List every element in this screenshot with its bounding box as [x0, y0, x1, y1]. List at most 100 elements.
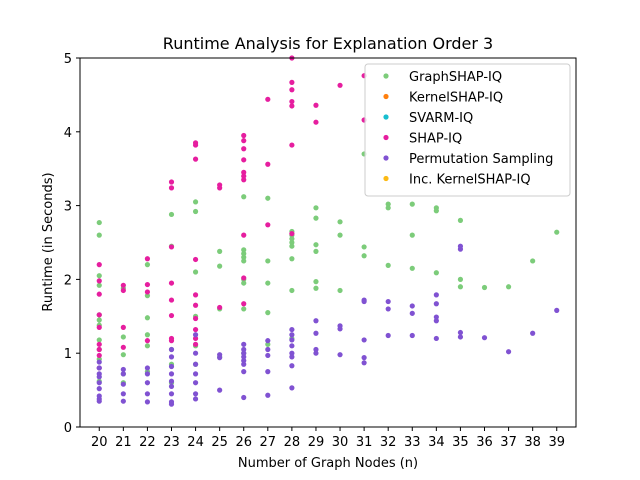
point-graphshap-iq [313, 242, 319, 248]
point-graphshap-iq [313, 205, 319, 211]
point-graphshap-iq [289, 239, 295, 246]
point-graphshap-iq [361, 253, 367, 259]
point-permutation-sampling [96, 386, 102, 392]
point-shap-iq [192, 256, 199, 263]
point-graphshap-iq [289, 287, 295, 294]
point-permutation-sampling [192, 350, 199, 356]
point-shap-iq [192, 335, 199, 342]
point-permutation-sampling [217, 387, 223, 393]
point-graphshap-iq [241, 194, 247, 200]
y-tick-label: 5 [64, 52, 72, 67]
legend-marker [383, 73, 389, 79]
point-permutation-sampling [481, 335, 488, 341]
point-graphshap-iq [385, 205, 391, 211]
point-graphshap-iq [313, 285, 319, 291]
point-shap-iq [289, 98, 295, 105]
point-shap-iq [289, 103, 295, 109]
x-tick-label: 21 [115, 435, 132, 450]
point-shap-iq [241, 177, 247, 183]
point-shap-iq [96, 341, 102, 347]
point-graphshap-iq [409, 201, 415, 207]
x-tick-label: 22 [139, 435, 156, 450]
point-shap-iq [192, 142, 199, 148]
point-shap-iq [241, 146, 247, 152]
point-permutation-sampling [530, 330, 536, 336]
point-shap-iq [265, 96, 271, 102]
point-graphshap-iq [313, 215, 319, 221]
x-tick-label: 32 [380, 435, 397, 450]
point-shap-iq [337, 82, 343, 88]
point-permutation-sampling [144, 391, 151, 397]
point-permutation-sampling [313, 330, 319, 336]
point-permutation-sampling [168, 363, 175, 370]
point-shap-iq [192, 326, 199, 333]
x-tick-label: 30 [332, 435, 349, 450]
point-shap-iq [168, 179, 175, 185]
point-graphshap-iq [409, 232, 415, 238]
x-tick-label: 31 [356, 435, 373, 450]
point-permutation-sampling [120, 391, 126, 397]
point-shap-iq [168, 185, 175, 191]
x-tick-label: 38 [524, 435, 541, 450]
point-permutation-sampling [120, 366, 126, 373]
point-permutation-sampling [241, 394, 247, 401]
point-graphshap-iq [96, 232, 102, 238]
point-shap-iq [241, 157, 247, 163]
point-shap-iq [217, 304, 223, 311]
chart-title: Runtime Analysis for Explanation Order 3 [163, 34, 493, 53]
point-graphshap-iq [337, 219, 343, 225]
point-permutation-sampling [96, 398, 102, 404]
point-shap-iq [120, 287, 126, 294]
points-layer [96, 55, 560, 407]
legend-box [364, 63, 571, 197]
x-tick-label: 28 [284, 435, 301, 450]
x-tick-label: 35 [452, 435, 469, 450]
point-permutation-sampling [505, 349, 512, 355]
point-permutation-sampling [433, 314, 439, 320]
point-shap-iq [241, 173, 247, 179]
point-graphshap-iq [385, 201, 391, 207]
point-permutation-sampling [192, 396, 199, 402]
legend-marker [383, 134, 389, 141]
point-shap-iq [96, 352, 102, 359]
point-graphshap-iq [265, 258, 271, 264]
point-permutation-sampling [289, 343, 295, 349]
point-permutation-sampling [361, 360, 367, 366]
point-permutation-sampling [241, 346, 247, 353]
legend-label: SVARM-IQ [409, 111, 473, 126]
point-shap-iq [192, 302, 199, 308]
point-permutation-sampling [361, 298, 367, 305]
point-permutation-sampling [241, 350, 247, 356]
point-permutation-sampling [168, 346, 175, 353]
point-permutation-sampling [120, 398, 126, 404]
y-tick-label: 1 [64, 347, 72, 362]
point-permutation-sampling [168, 383, 175, 390]
point-graphshap-iq [530, 258, 536, 264]
point-graphshap-iq [409, 265, 415, 271]
point-graphshap-iq [241, 254, 247, 260]
point-shap-iq [241, 275, 247, 281]
point-graphshap-iq [144, 315, 151, 321]
point-shap-iq [168, 244, 175, 250]
point-permutation-sampling [120, 381, 126, 387]
point-permutation-sampling [241, 341, 247, 347]
point-shap-iq [144, 281, 151, 288]
point-graphshap-iq [289, 256, 295, 262]
point-graphshap-iq [385, 262, 391, 268]
point-graphshap-iq [96, 273, 102, 279]
point-graphshap-iq [192, 269, 199, 275]
point-permutation-sampling [289, 385, 295, 391]
point-graphshap-iq [241, 280, 247, 286]
point-graphshap-iq [241, 247, 247, 253]
point-shap-iq [168, 280, 175, 286]
point-permutation-sampling [289, 354, 295, 360]
x-axis: 20 21 22 23 24 25 26 27 28 29 30 31 32 33 34 35 36 37 38 39 [91, 427, 565, 450]
y-tick-label: 4 [64, 126, 72, 141]
x-tick-label: 39 [548, 435, 565, 450]
point-permutation-sampling [289, 350, 295, 356]
point-permutation-sampling [289, 332, 295, 338]
point-shap-iq [120, 344, 126, 350]
point-shap-iq [192, 292, 199, 298]
point-permutation-sampling [409, 332, 415, 339]
legend-marker [383, 93, 389, 100]
